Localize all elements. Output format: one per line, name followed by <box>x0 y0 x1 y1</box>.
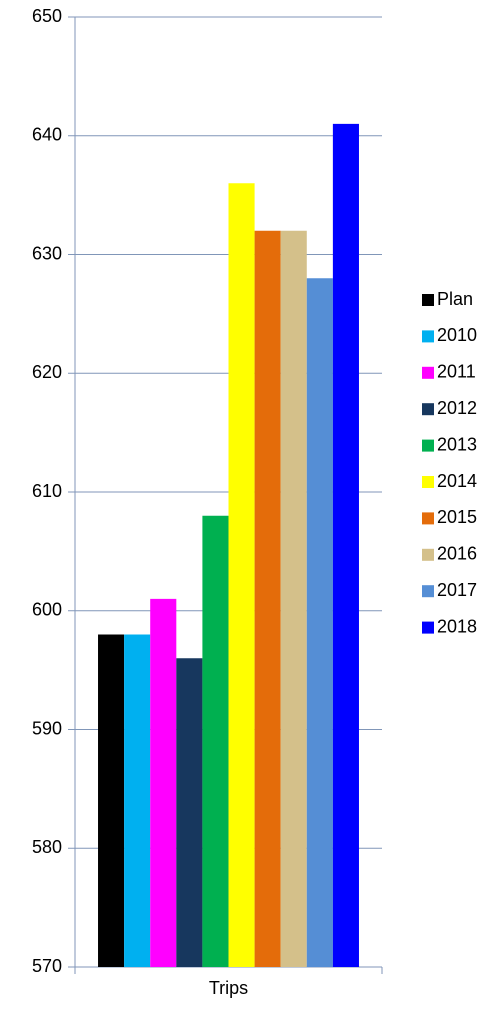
bar <box>306 278 333 967</box>
legend-swatch <box>422 439 434 452</box>
legend-swatch <box>422 548 434 561</box>
legend-swatch <box>422 330 434 343</box>
y-tick-label: 590 <box>32 718 62 738</box>
bar <box>124 634 151 967</box>
bar <box>98 634 125 967</box>
legend-label: 2015 <box>437 507 477 527</box>
bar <box>332 123 359 967</box>
legend-label: 2010 <box>437 325 477 345</box>
y-tick-label: 610 <box>32 481 62 501</box>
y-tick-label: 640 <box>32 125 62 145</box>
bar <box>280 230 307 967</box>
y-tick-label: 600 <box>32 600 62 620</box>
y-tick-label: 570 <box>32 956 62 976</box>
legend-swatch <box>422 294 434 306</box>
y-tick-label: 620 <box>32 362 62 382</box>
legend-swatch <box>422 476 434 488</box>
legend-label: 2011 <box>437 362 476 382</box>
legend-swatch <box>422 585 434 598</box>
x-tick-label: Trips <box>209 978 248 998</box>
bar <box>202 515 229 967</box>
legend-label: 2016 <box>437 544 477 564</box>
legend-label: 2018 <box>437 616 477 636</box>
bar <box>228 183 255 967</box>
y-tick-label: 580 <box>32 837 62 857</box>
legend-label: 2012 <box>437 398 477 418</box>
legend-label: 2014 <box>437 471 477 491</box>
bar <box>254 230 281 967</box>
y-tick-label: 630 <box>32 243 62 263</box>
bar <box>176 658 203 967</box>
legend-label: 2017 <box>437 580 477 600</box>
y-tick-label: 650 <box>32 6 62 26</box>
legend-swatch <box>422 621 434 634</box>
legend-label: 2013 <box>437 434 477 454</box>
legend-swatch <box>422 366 434 379</box>
legend-label: Plan <box>437 289 473 309</box>
legend-swatch <box>422 512 434 525</box>
legend-swatch <box>422 403 434 416</box>
bar <box>150 598 177 967</box>
